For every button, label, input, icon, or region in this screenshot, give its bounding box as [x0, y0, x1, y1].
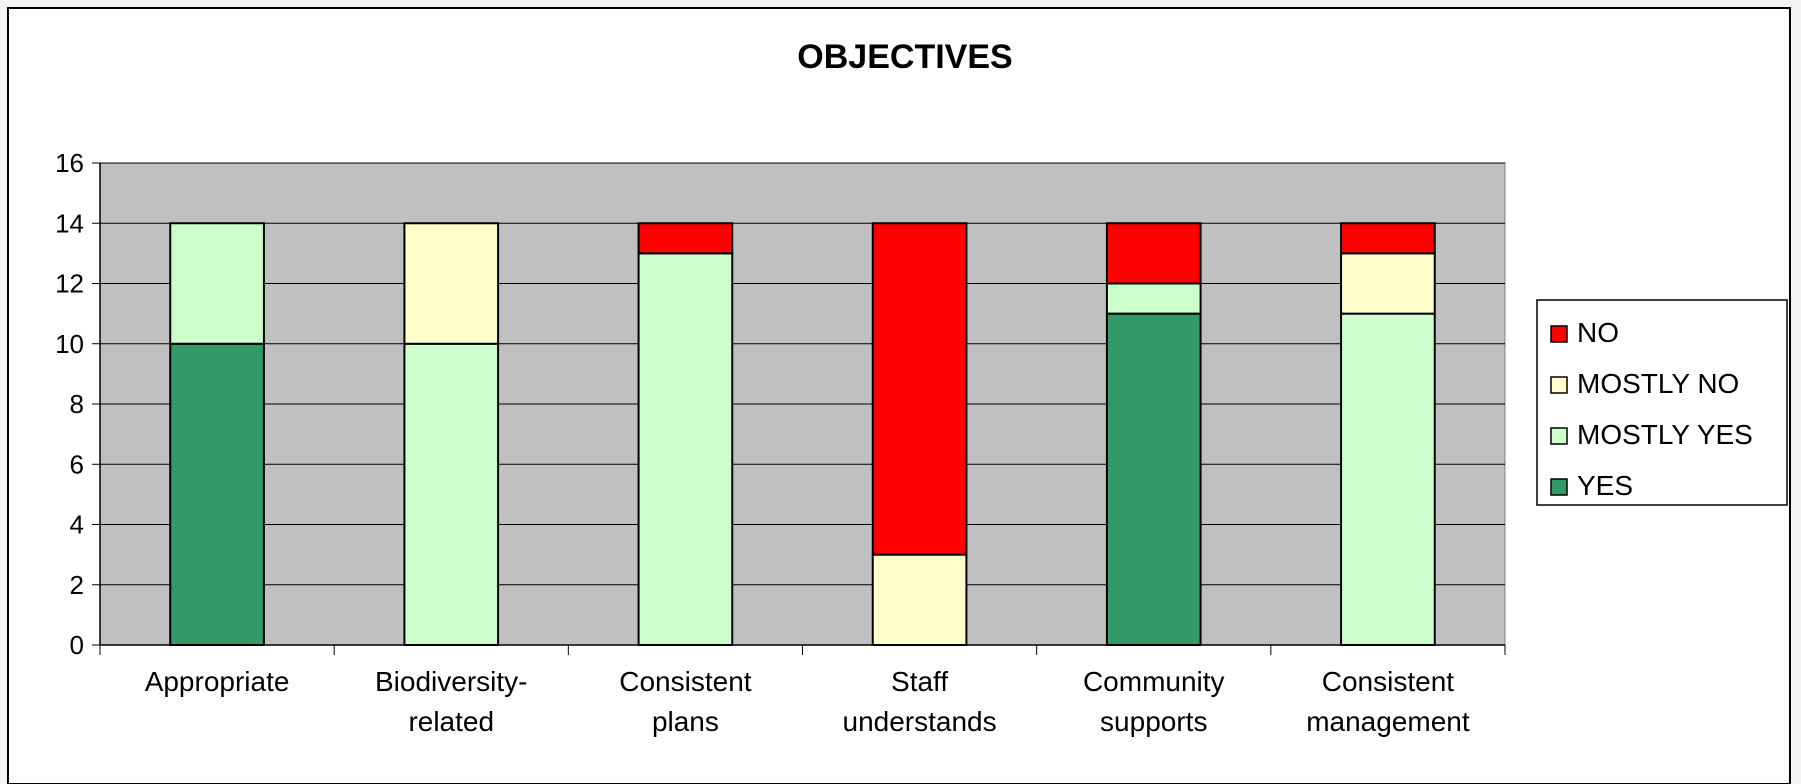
- legend-swatch: [1550, 376, 1568, 394]
- legend-swatch: [1550, 427, 1568, 445]
- category-label: Consistent: [1322, 666, 1455, 697]
- bar-segment-mostly-no: [1340, 252, 1436, 315]
- category-label: management: [1306, 706, 1470, 737]
- category-label: Staff: [891, 666, 948, 697]
- bars: [169, 222, 1436, 646]
- legend: NO MOSTLY NO MOSTLY YES YES: [1536, 299, 1788, 506]
- bar-segment-no: [1105, 222, 1202, 285]
- category-label: related: [408, 706, 494, 737]
- y-tick-label: 2: [70, 570, 84, 600]
- y-tick-label: 4: [70, 510, 84, 540]
- y-tick-label: 16: [55, 148, 84, 178]
- bar-segment-no: [637, 222, 734, 255]
- legend-label: YES: [1577, 470, 1633, 501]
- y-tick-label: 10: [55, 329, 84, 359]
- bar-segment-yes: [1105, 312, 1202, 646]
- gridlines: [100, 162, 1505, 586]
- legend-box: [1536, 299, 1788, 506]
- category-label: understands: [843, 706, 997, 737]
- legend-swatch: [1550, 478, 1568, 496]
- legend-label: MOSTLY NO: [1577, 368, 1739, 399]
- bar-segment-mostly-no: [871, 553, 968, 646]
- bar-segment-mostly-yes: [169, 222, 265, 345]
- bar-segment-mostly-no: [403, 222, 500, 345]
- legend-swatch: [1550, 325, 1568, 343]
- y-tick-label: 6: [70, 449, 84, 479]
- y-tick-label: 12: [55, 269, 84, 299]
- bar-segment-no: [1340, 222, 1436, 255]
- chart-title: OBJECTIVES: [797, 38, 1012, 76]
- category-label: plans: [652, 706, 719, 737]
- bar-segment-mostly-yes: [1105, 282, 1202, 315]
- axes: 0 2 4 6 8 10 12 14 16 Appropriate Biodiversity-rel…: [55, 148, 1506, 737]
- legend-label: MOSTLY YES: [1577, 419, 1753, 450]
- category-label: Consistent: [619, 666, 752, 697]
- bar-segment-mostly-yes: [637, 252, 734, 646]
- category-label: Appropriate: [145, 666, 290, 697]
- y-tick-label: 8: [70, 389, 84, 419]
- y-tick-label: 14: [55, 208, 84, 238]
- legend-label: NO: [1577, 317, 1619, 348]
- bar-segment-mostly-yes: [403, 342, 500, 646]
- bar-segment-yes: [169, 342, 265, 646]
- y-tick-label: 0: [70, 630, 84, 660]
- category-label: Biodiversity-: [375, 666, 527, 697]
- category-label: Community: [1083, 666, 1225, 697]
- bar-segment-no: [871, 222, 968, 556]
- category-label: supports: [1100, 706, 1207, 737]
- bar-segment-mostly-yes: [1340, 312, 1436, 646]
